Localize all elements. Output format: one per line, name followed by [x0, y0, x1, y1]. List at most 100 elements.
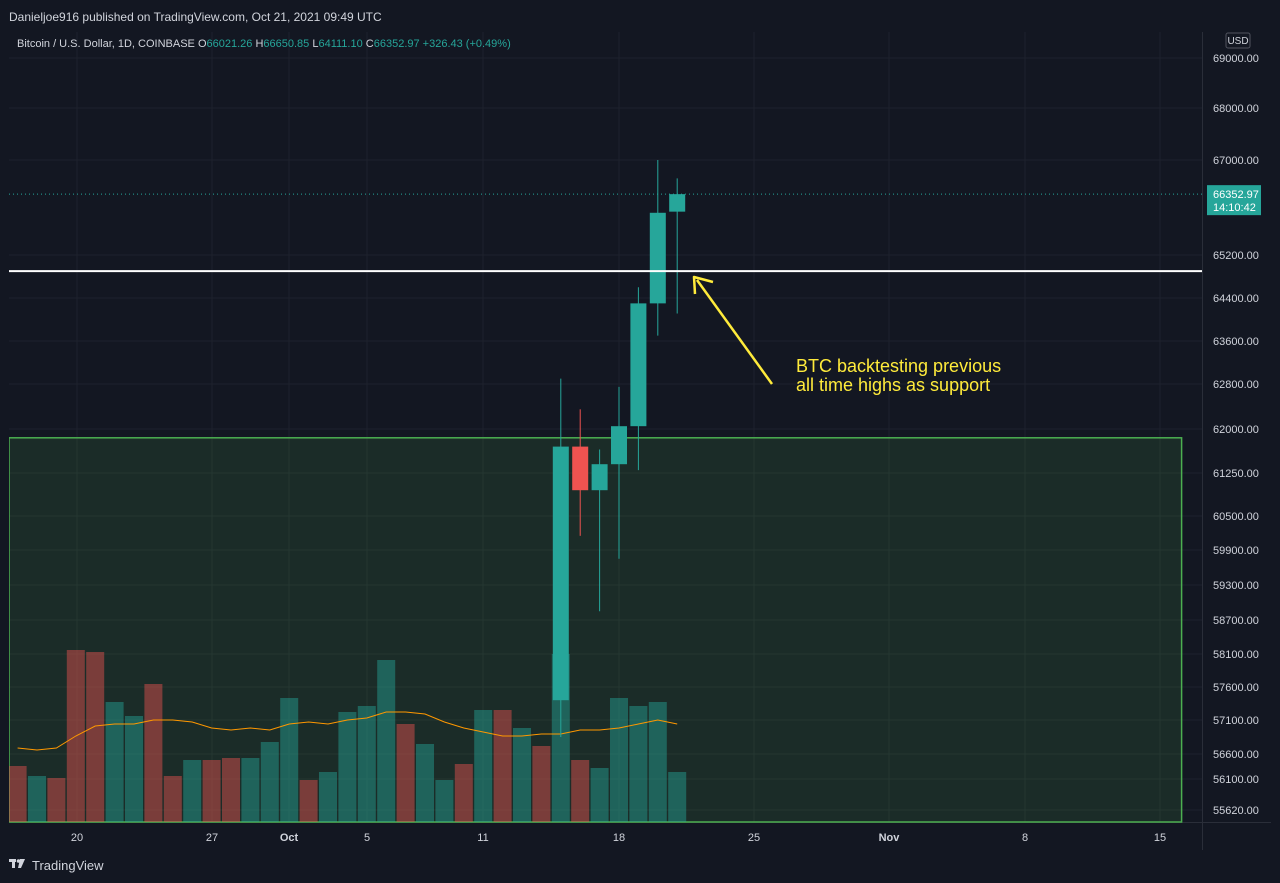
legend-part: 66352.97	[374, 38, 423, 50]
price-tick-label: 60500.00	[1213, 511, 1259, 523]
candle-body	[572, 446, 589, 491]
candle-body	[630, 303, 647, 427]
candles	[552, 160, 686, 737]
volume-ma-line	[17, 711, 678, 751]
volume-bar	[319, 772, 337, 822]
volume-bar	[222, 758, 240, 822]
legend: Bitcoin / U.S. Dollar, 1D, COINBASE O660…	[17, 38, 511, 50]
legend-part: +326.43 (+0.49%)	[423, 38, 511, 50]
legend-part: 64111.10	[318, 38, 365, 50]
volume-bar	[202, 760, 221, 822]
price-tick-label: 62000.00	[1213, 424, 1259, 436]
volume-bar	[28, 776, 46, 822]
time-tick-label: 15	[1154, 832, 1166, 844]
last-price-label: 66352.97	[1213, 189, 1259, 201]
legend-part: H	[255, 38, 263, 50]
last-price-badge	[1207, 185, 1261, 216]
volume-bar	[105, 702, 124, 822]
legend-part: 66021.26	[207, 38, 256, 50]
price-tick-label: 59300.00	[1213, 580, 1259, 592]
price-tick-label: 63600.00	[1213, 336, 1259, 348]
annotation-arrow-shaft	[695, 279, 774, 385]
publisher-line: Danieljoe916 published on TradingView.co…	[9, 10, 382, 24]
volume-bar	[629, 706, 648, 822]
volume-bar	[47, 778, 66, 822]
currency-label: USD	[1227, 36, 1248, 47]
currency-box	[1225, 32, 1251, 49]
support-zone-box	[8, 437, 1183, 823]
legend-part: Bitcoin / U.S. Dollar, 1D, COINBASE	[17, 38, 198, 50]
time-tick-label: Oct	[280, 832, 299, 844]
volume-bar	[280, 698, 299, 822]
volume-ma	[17, 711, 678, 751]
price-tick-label: 56600.00	[1213, 749, 1259, 761]
annotation-arrow-head	[692, 275, 714, 295]
support-zone	[8, 437, 1183, 823]
price-tick-label: 61250.00	[1213, 468, 1259, 480]
volume-bar	[338, 712, 357, 822]
volume-bar	[144, 684, 163, 822]
chart-background	[9, 32, 1271, 850]
price-tick-label: 65200.00	[1213, 250, 1259, 262]
ath-line[interactable]	[9, 193, 1202, 273]
bottom-bar: TradingView	[0, 850, 1280, 883]
time-tick-label: 11	[477, 832, 488, 844]
price-tick-label: 69000.00	[1213, 53, 1259, 65]
price-tick-label: 67000.00	[1213, 155, 1259, 167]
price-tick-label: 58100.00	[1213, 649, 1259, 661]
legend-part: O	[198, 38, 207, 50]
countdown-label: 14:10:42	[1213, 202, 1256, 214]
legend-part: L	[312, 38, 318, 50]
price-tick-label: 57600.00	[1213, 682, 1259, 694]
annotation-line-2: all time highs as support	[796, 375, 990, 395]
volume-bar	[590, 768, 609, 822]
price-tick-label: 62800.00	[1213, 379, 1259, 391]
volume-bar	[183, 760, 202, 822]
price-tick-label: 58700.00	[1213, 615, 1259, 627]
price-axis[interactable]: USD 69000.00 68000.00 67000.00 65200.00 64400…	[1207, 32, 1261, 817]
time-tick-label: 20	[71, 832, 83, 844]
price-tick-label: 68000.00	[1213, 103, 1259, 115]
volume-bar	[435, 780, 454, 822]
legend-text: Bitcoin / U.S. Dollar, 1D, COINBASE O660…	[17, 38, 511, 50]
annotation-line-1: BTC backtesting previous	[796, 356, 1001, 376]
tradingview-logo-icon	[9, 859, 25, 868]
volume-bar	[377, 660, 396, 822]
volume-bar	[474, 710, 493, 822]
grid	[9, 32, 1271, 850]
volume-bar	[416, 744, 434, 822]
volume-bar	[260, 742, 279, 822]
volume-bar	[571, 760, 590, 822]
price-tick-label: 56100.00	[1213, 774, 1259, 786]
price-tick-label: 59900.00	[1213, 545, 1259, 557]
volume-bars	[8, 650, 687, 822]
legend-part: 66650.85	[263, 38, 312, 50]
top-bar: Danieljoe916 published on TradingView.co…	[0, 0, 1280, 32]
volume-bar	[8, 766, 27, 822]
time-tick-label: 18	[613, 832, 625, 844]
time-tick-label: 5	[364, 832, 370, 844]
volume-bar	[454, 764, 473, 822]
volume-bar	[86, 652, 105, 822]
chart-area[interactable]: BTC backtesting previous all time highs a…	[8, 32, 1271, 850]
candle-body	[649, 212, 666, 304]
volume-bar	[396, 724, 415, 822]
time-tick-label: 8	[1022, 832, 1028, 844]
legend-part: C	[366, 38, 374, 50]
price-tick-label: 57100.00	[1213, 715, 1259, 727]
volume-bar	[610, 698, 628, 822]
volume-bar	[125, 716, 143, 822]
time-axis[interactable]: 20 27 Oct 5 11 18 25 Nov 8 15	[71, 832, 1166, 844]
candle-body	[552, 446, 569, 701]
candle-body	[591, 464, 608, 491]
volume-bar	[357, 706, 376, 822]
volume-bar	[648, 702, 667, 822]
volume-bar	[513, 728, 531, 822]
volume-bar	[493, 710, 512, 822]
volume-bar	[299, 780, 318, 822]
volume-bar	[532, 746, 551, 822]
time-tick-label: 25	[748, 832, 760, 844]
time-tick-label: Nov	[879, 832, 901, 844]
